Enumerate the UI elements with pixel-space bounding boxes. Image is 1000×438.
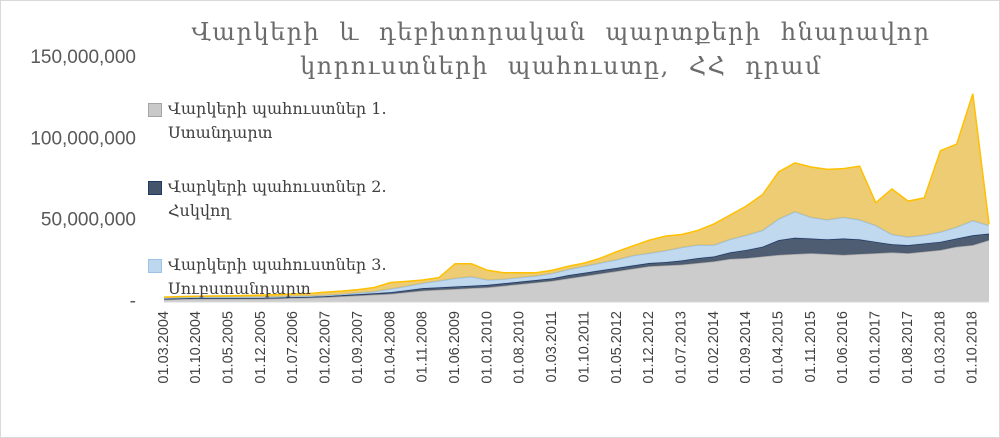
area-edge [163,93,990,298]
x-tick-label: 01.12.2012 [641,311,657,384]
legend-swatch [148,103,162,117]
x-tick-label: 01.02.2007 [318,311,334,384]
x-tick-label: 01.10.2011 [576,311,592,383]
x-tick-label: 01.09.2014 [738,311,754,384]
legend-item: Վարկերի պահուստներ 1. Ստանդարտ [148,97,438,145]
legend-swatch [148,259,162,273]
x-tick-label: 01.01.2017 [868,311,884,384]
area [164,233,989,300]
x-tick-label: 01.08.2010 [512,311,528,384]
x-tick-label: 01.10.2004 [188,311,204,384]
x-tick-label: 01.10.2018 [965,311,981,384]
y-tick-label: - [130,291,136,312]
x-tick-label: 01.08.2017 [900,311,916,384]
x-tick-label: 01.03.2011 [544,311,560,383]
legend-item: Վարկերի պահուստներ 3. Սուբստանդարտ [148,253,438,301]
area [164,93,989,298]
x-tick-label: 01.11.2015 [803,311,819,383]
x-tick-label: 01.12.2005 [253,311,269,384]
area [164,240,989,302]
x-tick-label: 01.11.2008 [415,311,431,383]
legend-item: Վարկերի պահուստներ 2. Հսկվող [148,175,438,223]
legend-label: Վարկերի պահուստներ 2. Հսկվող [168,177,387,220]
chart-title: Վարկերի և դեբիտորական պարտքերի հնարավոր … [191,18,931,80]
x-tick-label: 01.09.2007 [350,311,366,384]
x-tick-label: 01.04.2015 [771,311,787,384]
x-tick-label: 01.04.2008 [382,311,398,384]
y-tick-label: 150,000,000 [30,47,136,68]
x-tick-label: 01.01.2010 [479,311,495,384]
legend-label: Վարկերի պահուստներ 3. Սուբստանդարտ [168,255,387,298]
x-tick-label: 01.05.2012 [609,311,625,384]
y-tick-label: 100,000,000 [30,128,136,149]
x-tick-label: 01.03.2004 [156,311,172,384]
x-tick-label: 01.07.2013 [673,311,689,384]
y-tick-label: 50,000,000 [41,210,136,231]
x-tick-label: 01.05.2005 [221,311,237,384]
x-tick-label: 01.03.2018 [932,311,948,384]
legend-label: Վարկերի պահուստներ 1. Ստանդարտ [168,99,387,142]
x-tick-label: 01.02.2014 [706,311,722,384]
area [164,211,989,299]
x-tick-label: 01.06.2016 [835,311,851,384]
x-tick-label: 01.06.2009 [447,311,463,384]
legend: Վարկերի պահուստներ 1. Ստանդարտ Վարկերի պա… [148,97,438,331]
legend-swatch [148,181,162,195]
x-tick-label: 01.07.2006 [285,311,301,384]
